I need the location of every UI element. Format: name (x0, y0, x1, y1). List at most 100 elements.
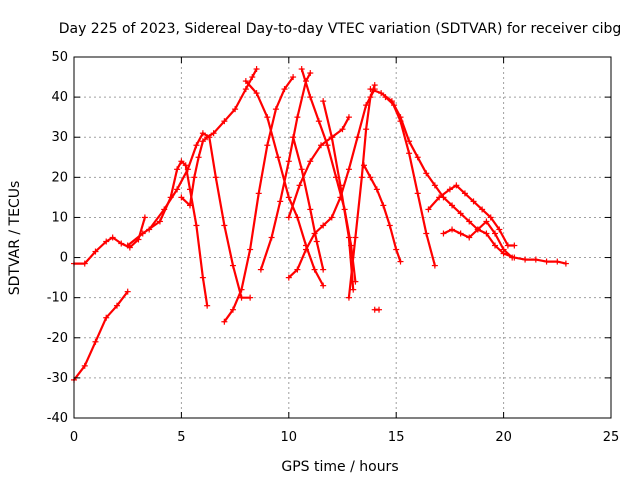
data-point-marker (345, 114, 352, 121)
data-point-marker (238, 286, 245, 293)
series-track-15 (360, 162, 404, 265)
x-axis-label: GPS time / hours (281, 459, 398, 475)
data-point-marker (285, 274, 292, 281)
data-point-marker (367, 94, 374, 101)
data-point-marker (320, 98, 327, 105)
data-point-marker (285, 214, 292, 221)
data-point-marker (425, 206, 432, 213)
data-point-marker (298, 166, 305, 173)
data-point-marker (307, 206, 314, 213)
data-point-marker (81, 362, 88, 369)
data-point-marker (294, 214, 301, 221)
data-point-marker (320, 222, 327, 229)
data-point-marker (229, 306, 236, 313)
data-point-marker (221, 222, 228, 229)
data-point-marker (311, 266, 318, 273)
data-point-marker (532, 256, 539, 263)
series-track-03 (124, 158, 211, 309)
data-point-marker (204, 134, 211, 141)
y-tick-label: -40 (47, 411, 68, 426)
series-track-14 (345, 82, 378, 301)
series-track-11 (290, 134, 327, 273)
data-point-marker (320, 266, 327, 273)
data-point-marker (363, 126, 370, 133)
data-point-marker (255, 190, 262, 197)
data-series (71, 66, 569, 383)
data-point-marker (474, 226, 481, 233)
data-point-marker (371, 82, 378, 89)
data-point-marker (487, 214, 494, 221)
grid-lines (74, 57, 611, 418)
data-point-marker (307, 158, 314, 165)
data-point-marker (247, 294, 254, 301)
series-track-13 (320, 98, 357, 293)
data-point-marker (522, 256, 529, 263)
data-point-marker (290, 134, 297, 141)
y-tick-label: -30 (47, 371, 68, 386)
data-point-marker (277, 198, 284, 205)
data-point-marker (397, 114, 404, 121)
data-point-marker (139, 230, 146, 237)
data-point-marker (113, 302, 120, 309)
data-point-marker (199, 138, 206, 145)
x-tick-label: 15 (388, 430, 405, 445)
data-point-marker (191, 174, 198, 181)
data-point-marker (380, 202, 387, 209)
series-line (72, 290, 129, 381)
data-point-marker (339, 126, 346, 133)
data-point-marker (281, 86, 288, 93)
data-point-marker (373, 186, 380, 193)
data-point-marker (257, 266, 264, 273)
series-track-19 (425, 182, 518, 249)
data-point-marker (285, 194, 292, 201)
series-track-17 (367, 86, 438, 269)
data-point-marker (242, 86, 249, 93)
data-point-marker (382, 94, 389, 101)
data-point-marker (393, 246, 400, 253)
data-point-marker (242, 78, 249, 85)
data-point-marker (298, 66, 305, 73)
data-point-marker (397, 258, 404, 265)
data-point-marker (504, 242, 511, 249)
data-point-marker (315, 118, 322, 125)
data-point-marker (414, 190, 421, 197)
y-tick-label: -10 (47, 291, 68, 306)
series-line (287, 116, 350, 219)
data-point-marker (483, 230, 490, 237)
x-tick-label: 25 (603, 430, 620, 445)
data-point-marker (313, 238, 320, 245)
data-point-marker (391, 102, 398, 109)
data-point-marker (275, 154, 282, 161)
data-point-marker (290, 74, 297, 81)
data-point-marker (307, 70, 314, 77)
data-point-marker (146, 226, 153, 233)
data-point-marker (337, 182, 344, 189)
data-point-marker (124, 242, 131, 249)
data-point-marker (178, 158, 185, 165)
data-point-marker (247, 246, 254, 253)
data-point-marker (466, 234, 473, 241)
data-point-marker (500, 246, 507, 253)
data-point-marker (285, 158, 292, 165)
data-point-marker (103, 238, 110, 245)
data-point-marker (178, 194, 185, 201)
data-point-marker (193, 142, 200, 149)
data-point-marker (345, 166, 352, 173)
plot-area-border (73, 56, 612, 419)
data-point-marker (174, 166, 181, 173)
data-point-marker (296, 182, 303, 189)
y-tick-label: 20 (51, 170, 68, 185)
data-point-marker (479, 206, 486, 213)
data-point-marker (221, 318, 228, 325)
data-point-marker (195, 154, 202, 161)
data-point-marker (423, 230, 430, 237)
series-line (347, 83, 376, 299)
data-point-marker (496, 226, 503, 233)
series-line (384, 95, 568, 265)
data-point-marker (354, 134, 361, 141)
series-line (369, 87, 436, 267)
y-tick-label: 30 (51, 130, 68, 145)
x-tick-label: 10 (281, 430, 298, 445)
data-point-marker (184, 166, 191, 173)
